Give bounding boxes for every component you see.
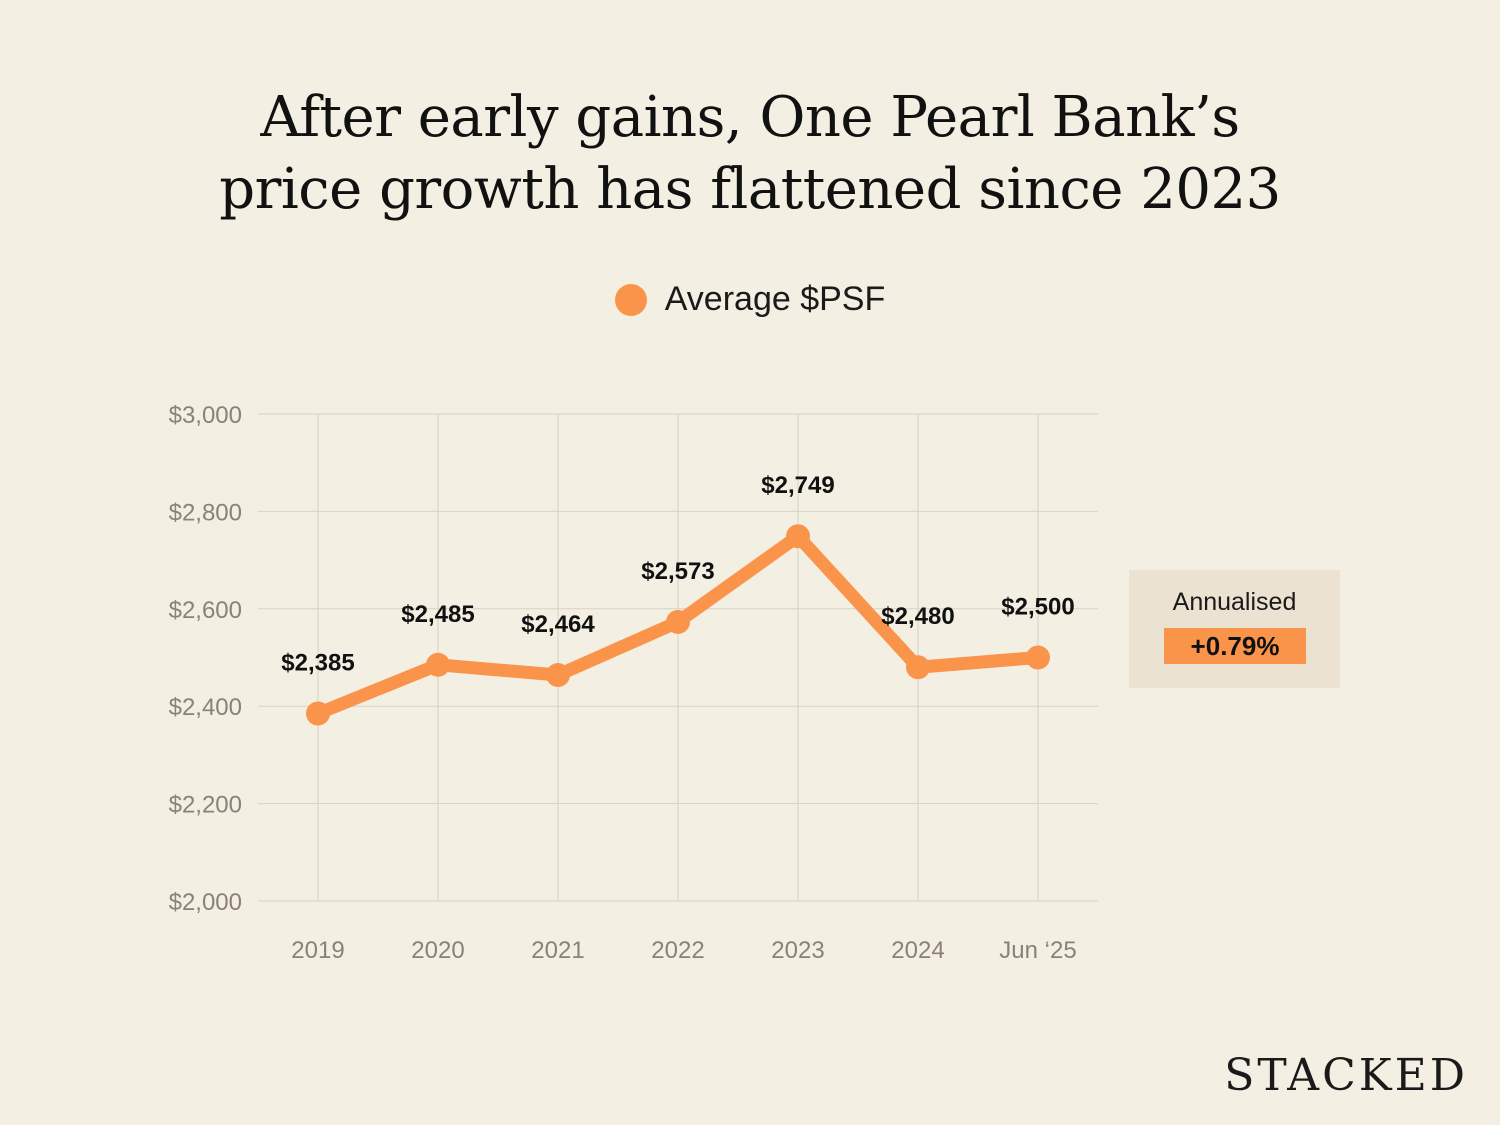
y-tick-label: $2,800 — [169, 499, 242, 526]
y-tick-label: $3,000 — [169, 402, 242, 429]
legend-label: Average $PSF — [664, 280, 886, 318]
data-label: $2,485 — [401, 601, 474, 628]
annualised-value: +0.79% — [1164, 628, 1306, 664]
y-tick-label: $2,400 — [169, 694, 242, 721]
legend-marker — [614, 283, 647, 316]
data-point — [546, 663, 570, 688]
chart-title-line-2: price growth has flattened since 2023 — [219, 157, 1281, 222]
data-point — [906, 655, 930, 680]
x-tick-label: 2023 — [771, 937, 824, 964]
data-point — [426, 652, 450, 677]
data-label: $2,749 — [761, 472, 834, 499]
data-point — [1026, 645, 1050, 670]
x-tick-label: 2020 — [411, 937, 464, 964]
chart-legend: Average $PSF — [0, 280, 1500, 319]
data-point — [306, 701, 330, 726]
y-tick-label: $2,000 — [169, 889, 242, 916]
data-point — [786, 524, 810, 549]
x-tick-label: 2024 — [891, 937, 944, 964]
y-tick-label: $2,200 — [169, 792, 242, 819]
data-point — [666, 609, 690, 634]
y-tick-label: $2,600 — [169, 597, 242, 624]
data-label: $2,464 — [521, 611, 595, 638]
data-label: $2,385 — [281, 650, 354, 677]
data-label: $2,500 — [1001, 594, 1074, 621]
x-tick-label: 2019 — [291, 937, 344, 964]
data-label: $2,480 — [881, 603, 954, 630]
x-tick-label: 2021 — [531, 937, 584, 964]
annualised-label: Annualised — [1172, 588, 1297, 616]
data-label: $2,573 — [641, 558, 714, 585]
brand-logo: STACKED — [1224, 1050, 1468, 1101]
x-tick-label: 2022 — [651, 937, 704, 964]
annualised-callout: Annualised +0.79% — [1129, 570, 1340, 688]
chart-title: After early gains, One Pearl Bank’s pric… — [0, 82, 1500, 226]
chart-title-line-1: After early gains, One Pearl Bank’s — [260, 85, 1240, 150]
x-tick-label: Jun ‘25 — [999, 937, 1076, 964]
